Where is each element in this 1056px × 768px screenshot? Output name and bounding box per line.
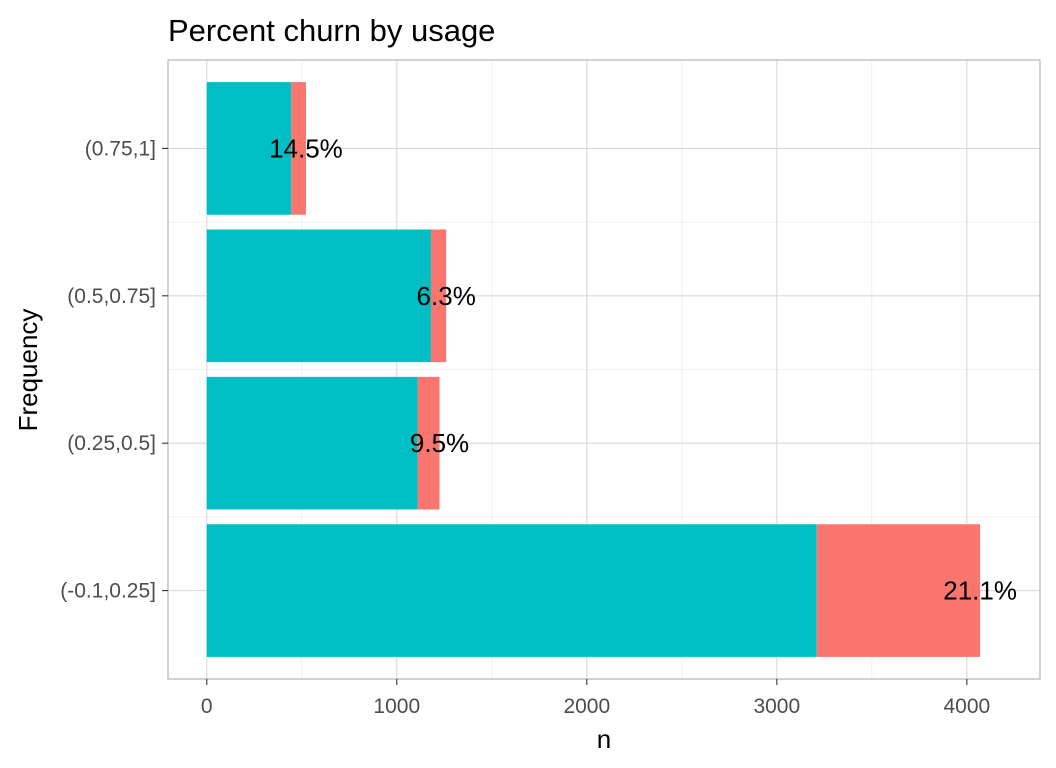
y-tick-label: (0.25,0.5] bbox=[67, 432, 156, 455]
bar-churned-2 bbox=[430, 229, 447, 363]
bar-retained-1 bbox=[206, 376, 418, 510]
data-label-0: 21.1% bbox=[943, 576, 1017, 606]
y-axis-title: Frequency bbox=[13, 309, 43, 432]
panel-border bbox=[167, 59, 1041, 680]
x-axis-title: n bbox=[597, 724, 611, 754]
x-tick-label: 4000 bbox=[943, 695, 990, 718]
data-label-3: 14.5% bbox=[269, 133, 343, 163]
x-tick-label: 0 bbox=[201, 695, 213, 718]
data-labels: 21.1% 9.5% 6.3% 14.5% bbox=[269, 133, 1017, 605]
bar-churned-0 bbox=[816, 524, 981, 657]
bar-churned-1 bbox=[417, 376, 440, 510]
x-tick-label: 1000 bbox=[373, 695, 420, 718]
bars bbox=[206, 82, 981, 657]
x-tick-label: 2000 bbox=[563, 695, 610, 718]
y-axis: (-0.1,0.25] (0.25,0.5] (0.5,0.75] (0.75,1] bbox=[60, 137, 168, 603]
x-tick-label: 3000 bbox=[753, 695, 800, 718]
data-label-1: 9.5% bbox=[410, 428, 469, 458]
y-tick-label: (0.75,1] bbox=[85, 137, 156, 160]
bar-retained-0 bbox=[206, 524, 817, 657]
y-tick-label: (0.5,0.75] bbox=[67, 285, 156, 308]
y-tick-label: (-0.1,0.25] bbox=[60, 580, 156, 603]
bar-retained-3 bbox=[206, 82, 292, 215]
bar-retained-2 bbox=[206, 229, 431, 363]
bar-churned-3 bbox=[291, 82, 306, 215]
chart-title: Percent churn by usage bbox=[168, 13, 495, 48]
x-axis: 0 1000 2000 3000 4000 bbox=[201, 679, 990, 718]
data-label-2: 6.3% bbox=[417, 281, 476, 311]
